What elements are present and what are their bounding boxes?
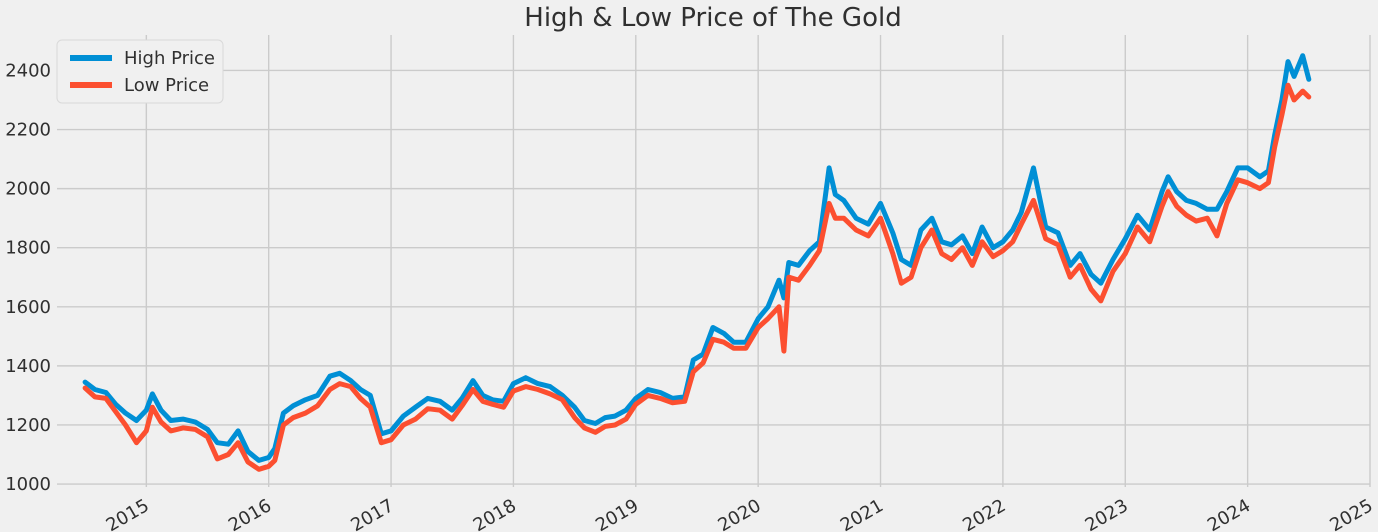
y-tick-label: 1000 — [5, 474, 51, 495]
y-tick-label: 2000 — [5, 179, 51, 200]
legend: High Price Low Price — [56, 39, 224, 104]
high-price-line — [82, 53, 1312, 463]
series-layer — [82, 53, 1312, 472]
y-tick-label: 2400 — [5, 60, 51, 81]
y-tick-label: 1200 — [5, 415, 51, 436]
low-price-line — [82, 82, 1312, 472]
y-tick-label: 2200 — [5, 120, 51, 141]
y-tick-label: 1400 — [5, 356, 51, 377]
y-tick-label: 1800 — [5, 238, 51, 259]
y-axis: 1000 1200 1400 1600 1800 2000 2200 2400 — [5, 60, 51, 495]
legend-high-label: High Price — [124, 48, 215, 69]
chart-title: High & Low Price of The Gold — [524, 3, 901, 33]
legend-low-label: Low Price — [124, 75, 209, 96]
y-tick-label: 1600 — [5, 297, 51, 318]
grid-layer — [57, 35, 1371, 487]
